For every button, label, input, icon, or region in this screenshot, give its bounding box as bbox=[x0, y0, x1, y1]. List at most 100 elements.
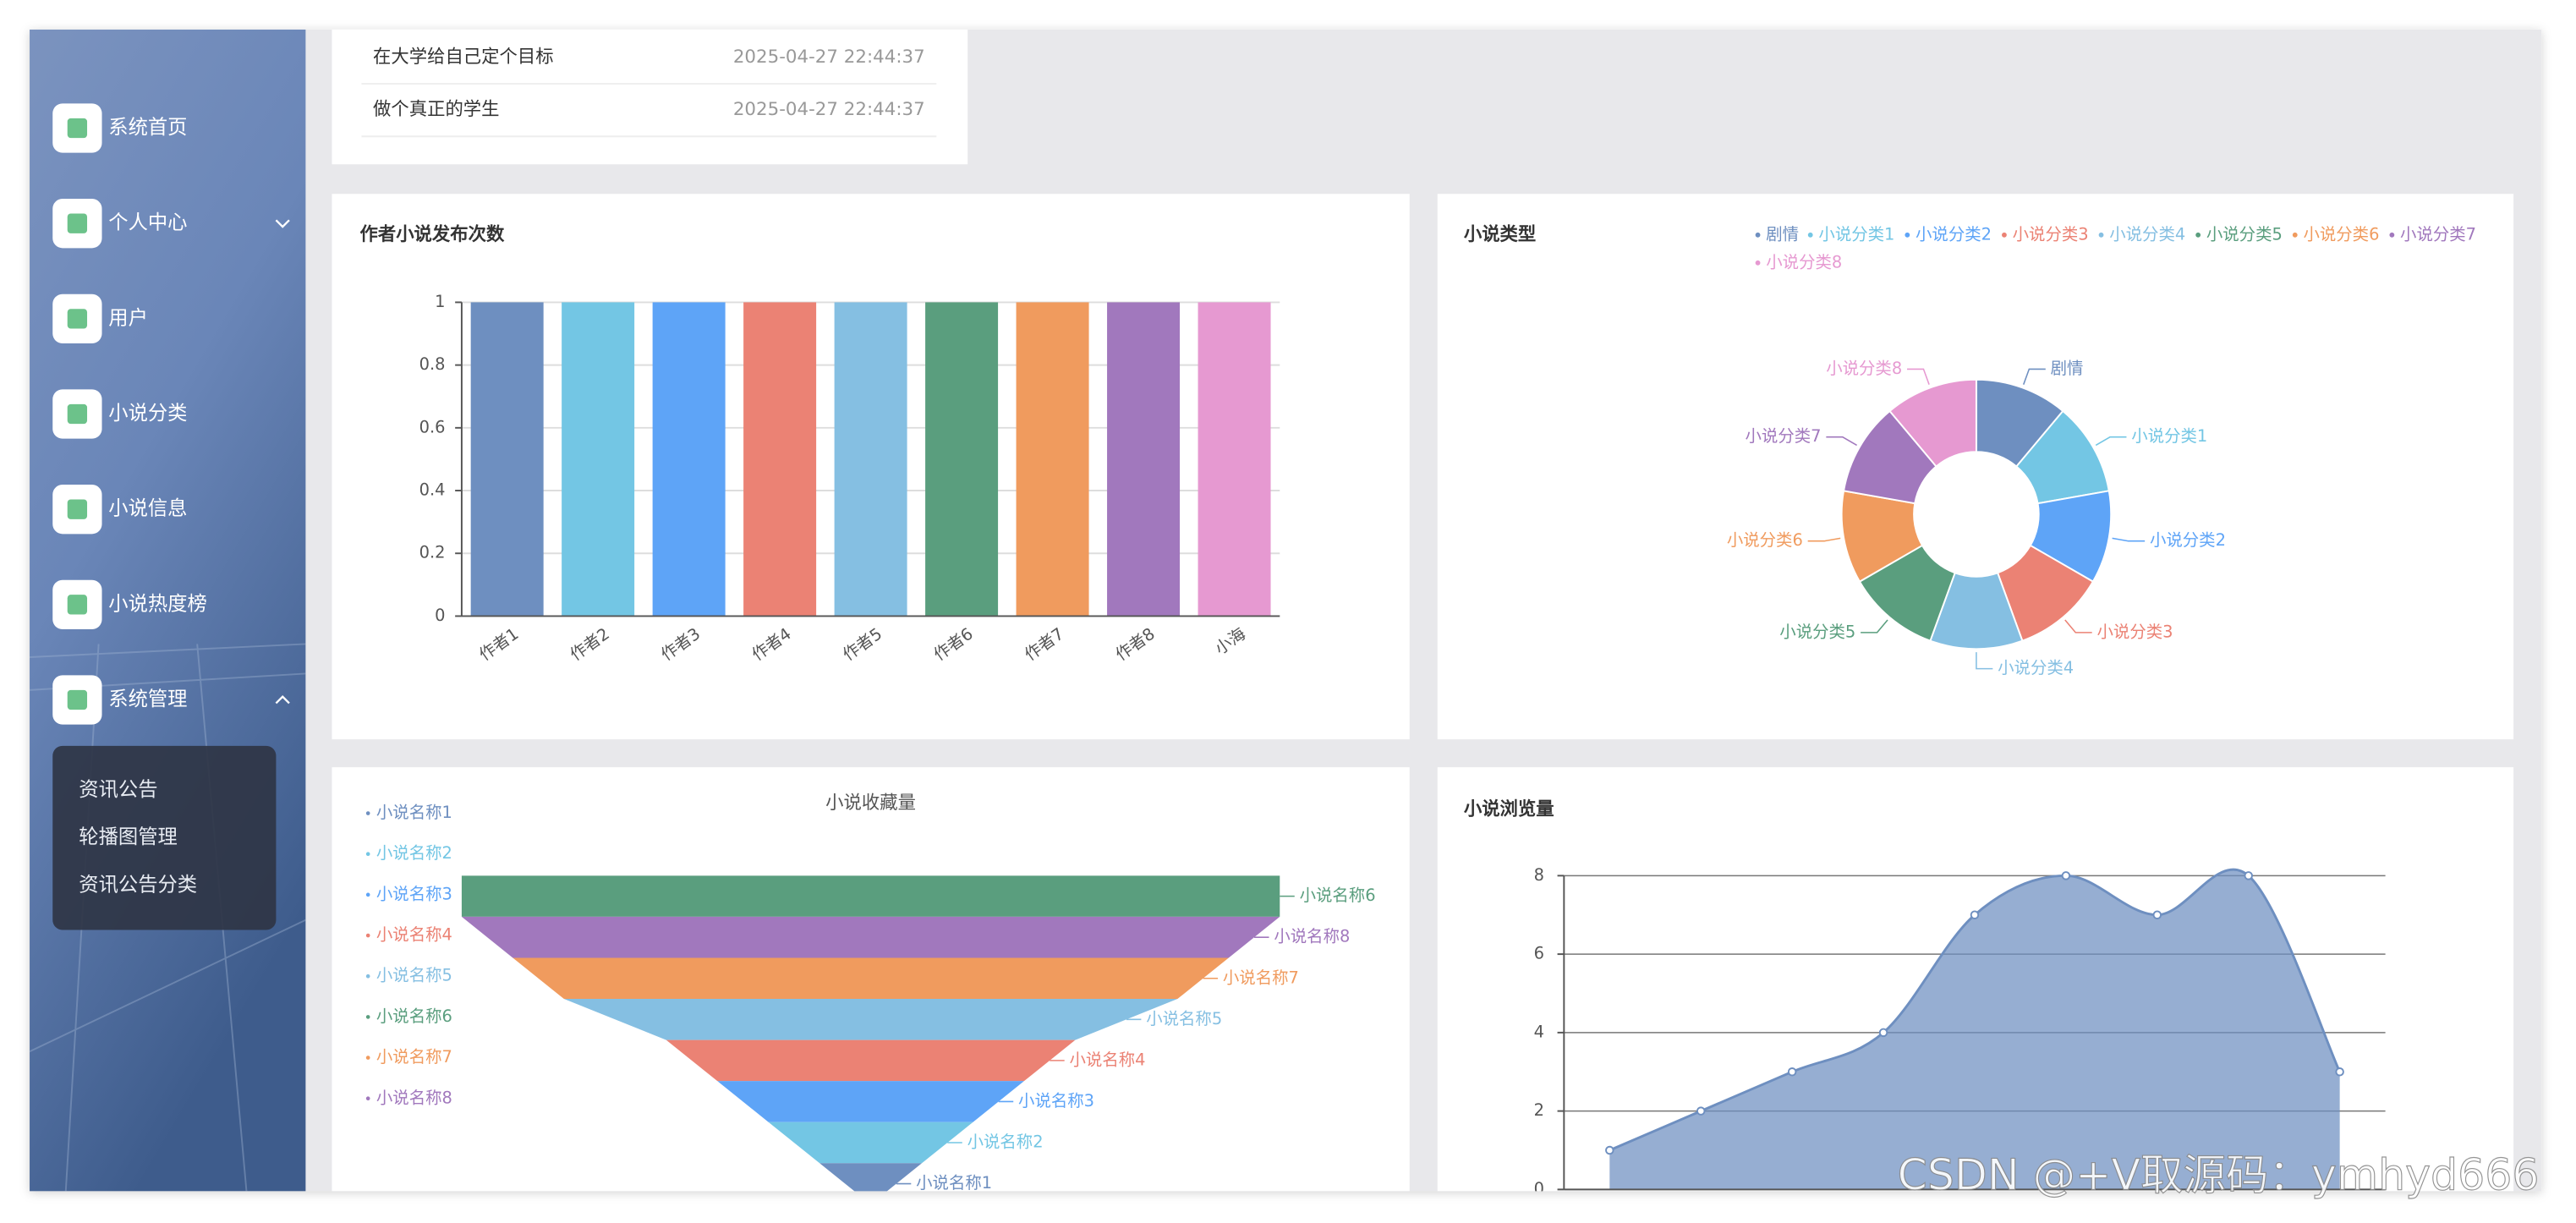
legend-item[interactable]: 小说名称2 bbox=[365, 843, 452, 863]
legend-label: 小说分类4 bbox=[2109, 224, 2185, 244]
legend-label: 小说分类8 bbox=[1766, 252, 1842, 271]
menu-label: 小说信息 bbox=[108, 497, 187, 520]
menu-label: 用户 bbox=[108, 306, 148, 329]
y-tick-label: 8 bbox=[1534, 865, 1544, 885]
label-line bbox=[2095, 436, 2127, 447]
menu-item[interactable]: 小说分类 bbox=[52, 389, 187, 439]
menu-item[interactable]: 系统管理 bbox=[52, 675, 290, 725]
slice-label: 小说分类8 bbox=[1826, 359, 1902, 378]
slice-label: 剧情 bbox=[2051, 359, 2084, 378]
bar bbox=[652, 302, 726, 617]
bar bbox=[834, 302, 907, 617]
main: 在大学给自己定个目标 2025-04-27 22:44:37 做个真正的学生 2025… bbox=[332, 29, 2514, 1198]
point bbox=[1696, 1106, 1706, 1116]
legend-item[interactable]: 小说分类5 bbox=[2195, 224, 2283, 244]
segment-label: 小说名称5 bbox=[1146, 1009, 1222, 1028]
funnel-segment bbox=[461, 875, 1280, 917]
menu-label: 个人中心 bbox=[108, 211, 187, 234]
legend-label: 小说名称5 bbox=[376, 966, 452, 985]
bar bbox=[562, 302, 635, 617]
point bbox=[1787, 1067, 1797, 1077]
bar bbox=[743, 302, 817, 617]
menu-icon-glyph bbox=[67, 595, 88, 615]
legend-label: 小说分类5 bbox=[2206, 224, 2283, 244]
slice-label: 小说分类4 bbox=[1998, 658, 2074, 677]
label-line bbox=[2064, 619, 2092, 633]
legend-label: 小说名称3 bbox=[376, 884, 452, 903]
label-line bbox=[1861, 619, 1888, 633]
legend-dot bbox=[365, 811, 370, 815]
legend-item[interactable]: 小说名称8 bbox=[365, 1088, 452, 1107]
submenu-item[interactable]: 资讯公告 bbox=[79, 778, 157, 801]
slice-label: 小说分类3 bbox=[2097, 622, 2173, 641]
funnel-segment bbox=[666, 1039, 1076, 1082]
notice-list: 在大学给自己定个目标 2025-04-27 22:44:37 做个真正的学生 2025… bbox=[361, 47, 937, 138]
menu-icon-glyph bbox=[67, 689, 88, 710]
chevron bbox=[275, 694, 290, 705]
notice-row[interactable]: 做个真正的学生 2025-04-27 22:44:37 bbox=[361, 99, 937, 138]
submenu-item[interactable]: 资讯公告分类 bbox=[79, 874, 197, 897]
legend-item[interactable]: 小说分类1 bbox=[1807, 224, 1895, 244]
legend-label: 小说名称6 bbox=[376, 1006, 452, 1026]
menu-label: 小说分类 bbox=[108, 402, 187, 425]
legend-item[interactable]: 小说分类8 bbox=[1755, 252, 1843, 271]
menu-icon-glyph bbox=[67, 309, 88, 329]
point bbox=[1878, 1028, 1888, 1038]
label-line bbox=[2112, 537, 2146, 542]
y-tick-label: 0 bbox=[1534, 1179, 1544, 1198]
legend-dot bbox=[2389, 232, 2395, 238]
menu-item[interactable]: 用户 bbox=[52, 293, 148, 343]
segment-label: 小说名称8 bbox=[1274, 927, 1350, 946]
legend-dot bbox=[2002, 232, 2007, 238]
chart-title: 小说收藏量 bbox=[825, 792, 916, 814]
legend-dot bbox=[365, 852, 370, 857]
legend-item[interactable]: 剧情 bbox=[1755, 224, 1799, 244]
legend-item[interactable]: 小说名称6 bbox=[365, 1006, 452, 1026]
submenu-item[interactable]: 轮播图管理 bbox=[79, 825, 177, 848]
menu-icon-glyph bbox=[67, 403, 88, 425]
notice-time: 2025-04-27 22:44:37 bbox=[733, 47, 925, 68]
legend-item[interactable]: 小说名称4 bbox=[365, 925, 452, 945]
chart-title: 小说类型 bbox=[1464, 223, 1536, 245]
y-tick-label: 2 bbox=[1534, 1100, 1544, 1120]
segment-label: 小说名称3 bbox=[1018, 1091, 1094, 1111]
menu-item[interactable]: 个人中心 bbox=[52, 199, 290, 249]
legend-item[interactable]: 小说名称5 bbox=[365, 966, 452, 985]
legend-dot bbox=[365, 973, 370, 979]
legend-dot bbox=[365, 1015, 370, 1019]
funnel-segment bbox=[819, 1163, 923, 1192]
legend-dot bbox=[2098, 232, 2104, 238]
legend-dot bbox=[365, 933, 370, 938]
menu-item[interactable]: 系统首页 bbox=[52, 103, 187, 153]
legend-label: 小说名称8 bbox=[376, 1088, 452, 1107]
menu-item[interactable]: 小说信息 bbox=[52, 485, 187, 535]
bar bbox=[470, 302, 544, 617]
legend-item[interactable]: 小说分类2 bbox=[1905, 224, 1992, 244]
legend-item[interactable]: 小说分类3 bbox=[2002, 224, 2089, 244]
slice-label: 小说分类7 bbox=[1746, 426, 1822, 446]
pie-slice bbox=[1888, 378, 1977, 468]
legend-item[interactable]: 小说名称7 bbox=[365, 1047, 452, 1067]
slice-label: 小说分类1 bbox=[2131, 426, 2207, 446]
legend-label: 小说分类2 bbox=[1916, 224, 1992, 244]
watermark: CSDN @+V取源码：ymhyd666 bbox=[1898, 1149, 2540, 1199]
notice-row[interactable]: 在大学给自己定个目标 2025-04-27 22:44:37 bbox=[361, 47, 937, 85]
bar bbox=[1107, 302, 1181, 617]
label-line bbox=[2022, 368, 2046, 385]
legend-dot bbox=[1807, 232, 1813, 238]
menu-item[interactable]: 小说热度榜 bbox=[52, 579, 207, 629]
legend-item[interactable]: 小说分类6 bbox=[2292, 224, 2380, 244]
legend-item[interactable]: 小说分类4 bbox=[2098, 224, 2186, 244]
y-tick-label: 6 bbox=[1534, 944, 1544, 963]
segment-label: 小说名称6 bbox=[1300, 886, 1376, 905]
legend-label: 小说分类1 bbox=[1818, 224, 1894, 244]
panel bbox=[1437, 194, 2514, 740]
legend-item[interactable]: 小说名称1 bbox=[365, 803, 452, 822]
point bbox=[2335, 1067, 2344, 1077]
legend-item[interactable]: 小说名称3 bbox=[365, 884, 452, 903]
legend-item[interactable]: 小说分类7 bbox=[2389, 224, 2476, 244]
y-tick-label: 0 bbox=[435, 606, 445, 625]
legend-label: 小说名称4 bbox=[376, 925, 452, 945]
notice-time: 2025-04-27 22:44:37 bbox=[733, 99, 925, 120]
